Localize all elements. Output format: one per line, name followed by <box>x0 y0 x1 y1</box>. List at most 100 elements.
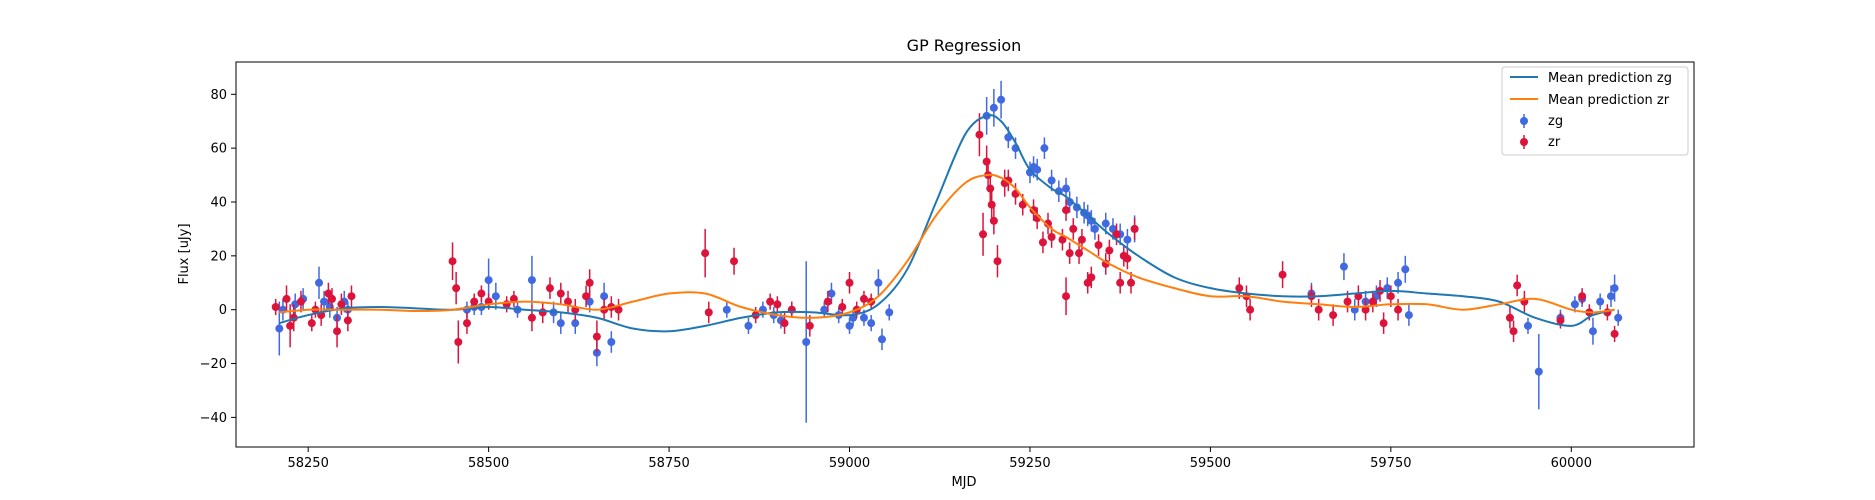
data-point-zg <box>1588 327 1597 336</box>
data-point-zr <box>564 297 573 306</box>
data-point-zr <box>452 284 461 293</box>
data-point-zr <box>1077 235 1086 244</box>
x-axis-label: MJD <box>951 475 976 490</box>
data-point-zr <box>470 297 479 306</box>
data-point-zr <box>993 257 1002 266</box>
data-point-zg <box>1614 313 1623 322</box>
data-point-zr <box>989 216 998 225</box>
data-point-zr <box>454 338 463 346</box>
data-point-zr <box>1047 233 1056 241</box>
data-point-zr <box>1343 297 1352 306</box>
data-point-zr <box>327 294 336 303</box>
legend-label-zr-line: Mean prediction zr <box>1548 93 1670 108</box>
data-point-zr <box>1278 270 1287 279</box>
plot-area <box>271 80 1623 423</box>
data-point-zr <box>614 305 623 314</box>
data-point-zr <box>582 292 591 301</box>
data-point-zg <box>1570 300 1579 309</box>
data-point-zr <box>986 184 995 193</box>
y-axis-label: Flux [uJy] <box>177 223 192 284</box>
data-point-zr <box>1105 246 1114 255</box>
data-point-zr <box>343 316 352 325</box>
data-point-zr <box>730 257 739 266</box>
plot-frame <box>235 61 1695 448</box>
x-tick-label: 59000 <box>829 456 870 471</box>
data-point-zr <box>347 292 356 301</box>
legend-swatch-zg-points <box>1520 114 1528 128</box>
data-point-zg <box>1404 311 1413 320</box>
data-point-zg <box>859 313 868 322</box>
data-point-zr <box>1062 206 1071 215</box>
x-tick-label: 59250 <box>1009 456 1050 471</box>
legend-label-zr-points: zr <box>1548 135 1561 150</box>
x-tick-label: 58250 <box>287 456 328 471</box>
data-point-zr <box>286 321 295 330</box>
data-point-zr <box>307 319 316 328</box>
y-tick-label: 20 <box>210 249 227 264</box>
legend-label-zg-points: zg <box>1548 114 1563 129</box>
data-point-zr <box>462 319 471 328</box>
x-tick-label: 60000 <box>1551 456 1592 471</box>
data-point-zg <box>885 308 894 317</box>
data-point-zr <box>1065 249 1074 258</box>
data-point-zr <box>975 130 984 139</box>
data-point-zr <box>1329 311 1338 320</box>
data-point-zr <box>1610 329 1619 338</box>
data-point-zr <box>1394 305 1403 314</box>
data-point-zr <box>271 303 280 311</box>
data-point-zr <box>545 284 554 293</box>
data-point-zg <box>1040 144 1049 153</box>
data-point-zg <box>802 338 811 346</box>
data-point-zg <box>1523 321 1532 330</box>
data-point-zg <box>571 319 580 328</box>
data-point-zr <box>1361 305 1370 314</box>
data-point-zg <box>867 319 876 328</box>
data-point-zg <box>1123 235 1132 244</box>
series-zg <box>275 80 1623 423</box>
data-point-zg <box>1087 216 1096 225</box>
mean-line-zr <box>279 173 1615 319</box>
data-point-zr <box>1044 219 1053 228</box>
data-point-zg <box>607 338 616 346</box>
data-point-zr <box>838 303 847 311</box>
legend-marker-zr <box>1520 138 1528 146</box>
data-point-zr <box>704 308 713 317</box>
data-point-zg <box>320 297 329 306</box>
data-point-zr <box>845 278 854 287</box>
data-point-zg <box>491 292 500 301</box>
data-point-zg <box>1090 224 1099 233</box>
data-point-zr <box>823 297 832 306</box>
y-tick-label: 80 <box>210 88 227 103</box>
data-point-zr <box>1314 305 1323 314</box>
data-point-zr <box>1379 319 1388 328</box>
y-tick-label: 40 <box>210 196 227 211</box>
data-point-zr <box>1075 249 1084 258</box>
data-point-zg <box>600 292 609 301</box>
data-point-zr <box>477 289 486 298</box>
data-point-zr <box>805 321 814 330</box>
data-point-zr <box>1513 281 1522 290</box>
x-tick-label: 58500 <box>468 456 509 471</box>
data-point-zg <box>1062 184 1071 193</box>
data-point-zg <box>722 305 731 314</box>
data-point-zr <box>333 327 342 336</box>
data-point-zr <box>1094 241 1103 250</box>
data-point-zr <box>538 308 547 317</box>
data-point-zg <box>1606 292 1615 301</box>
data-point-zr <box>556 289 565 298</box>
data-point-zr <box>1018 200 1027 209</box>
data-point-zg <box>1339 262 1348 271</box>
data-point-zr <box>1509 327 1518 336</box>
data-point-zr <box>701 249 710 258</box>
legend: Mean prediction zg Mean prediction zr zg… <box>1501 66 1689 156</box>
data-point-zg <box>1033 165 1042 174</box>
data-point-zg <box>820 305 829 314</box>
data-point-zg <box>1596 297 1605 306</box>
data-point-zr <box>1087 273 1096 282</box>
y-tick-label: 0 <box>219 303 227 318</box>
y-tick-label: −20 <box>200 357 227 372</box>
data-point-zr <box>1386 292 1395 301</box>
data-point-zg <box>997 95 1006 104</box>
legend-marker-zg <box>1520 117 1528 125</box>
